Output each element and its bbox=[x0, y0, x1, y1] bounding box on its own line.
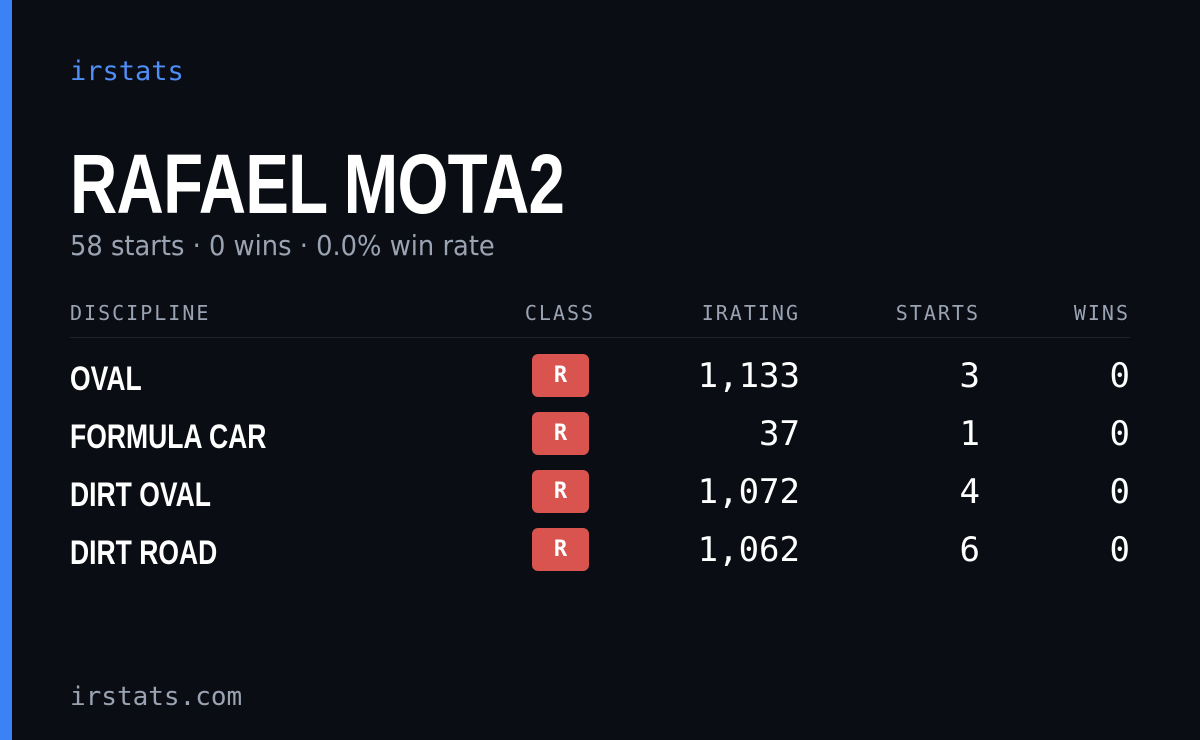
stat-value: 0 bbox=[1109, 414, 1130, 454]
discipline: DIRT ROAD bbox=[70, 534, 218, 572]
stat-value: 6 bbox=[959, 530, 980, 570]
discipline: DIRT OVAL bbox=[70, 476, 211, 514]
header-rule bbox=[70, 337, 1130, 338]
column-header: WINS bbox=[1073, 301, 1130, 325]
stat-value: 1,062 bbox=[697, 530, 800, 570]
class-badge: R bbox=[532, 412, 589, 455]
summary: 58 starts · 0 wins · 0.0% win rate bbox=[70, 229, 495, 262]
stat-value: 0 bbox=[1109, 472, 1130, 512]
stat-value: 37 bbox=[759, 414, 800, 454]
brand: irstats bbox=[70, 56, 184, 87]
stat-value: 4 bbox=[959, 472, 980, 512]
stat-value: 1,072 bbox=[697, 472, 800, 512]
accent-bar bbox=[0, 0, 12, 740]
stat-value: 1 bbox=[959, 414, 980, 454]
discipline: FORMULA CAR bbox=[70, 418, 267, 456]
player-name: RAFAEL MOTA2 bbox=[70, 137, 565, 231]
class-badge: R bbox=[532, 354, 589, 397]
class-badge: R bbox=[532, 528, 589, 571]
footer: irstats.com bbox=[70, 682, 243, 712]
class-badge: R bbox=[532, 470, 589, 513]
stat-value: 1,133 bbox=[697, 356, 800, 396]
stat-value: 0 bbox=[1109, 356, 1130, 396]
stat-value: 0 bbox=[1109, 530, 1130, 570]
column-header: CLASS bbox=[524, 301, 596, 325]
discipline: OVAL bbox=[70, 360, 142, 398]
column-header: IRATING bbox=[701, 301, 800, 325]
column-header: STARTS bbox=[895, 301, 980, 325]
stat-value: 3 bbox=[959, 356, 980, 396]
column-header: DISCIPLINE bbox=[70, 301, 211, 325]
